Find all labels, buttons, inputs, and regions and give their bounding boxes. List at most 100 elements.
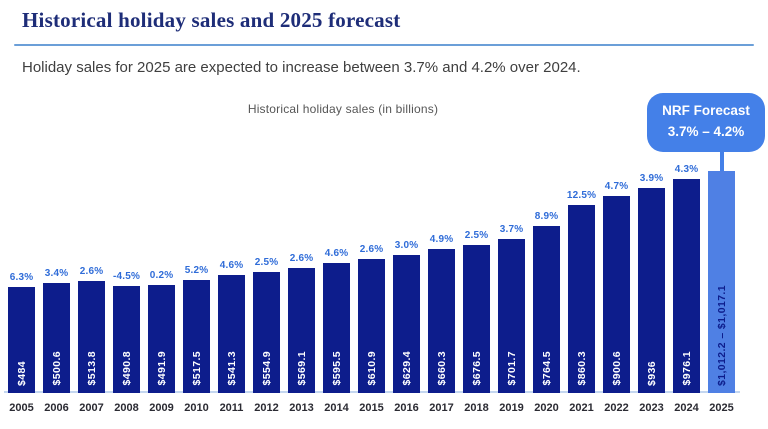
bar-value-label: $500.6: [50, 351, 63, 386]
nrf-forecast-label: NRF Forecast: [662, 103, 750, 118]
bar-year-label: 2014: [324, 402, 349, 414]
title-divider: [14, 44, 754, 46]
bar-column: 4.7% $900.6 2022: [603, 76, 630, 419]
bar-column: 5.2% $517.5 2010: [183, 76, 210, 419]
bar: $860.3: [568, 205, 595, 393]
bar-pct-change-label: 2.5%: [254, 257, 279, 268]
bar-year-label: 2005: [9, 402, 34, 414]
bar-column: 4.9% $660.3 2017: [428, 76, 455, 419]
bar-year-label: 2018: [464, 402, 489, 414]
bar-value-label: $517.5: [190, 351, 203, 386]
bar-value-label: $569.1: [295, 351, 308, 386]
bar: $595.5: [323, 263, 350, 393]
header: Historical holiday sales and 2025 foreca…: [0, 0, 768, 76]
bar-year-label: 2010: [184, 402, 209, 414]
bar-column: 4.3% $976.1 2024: [673, 76, 700, 419]
bars-row: 6.3% $484 2005 3.4% $500.6 2006 2.6% $51…: [8, 76, 735, 419]
callout-stem: [719, 152, 724, 174]
bar-value-label: $484: [15, 361, 28, 386]
bar: $660.3: [428, 249, 455, 393]
bar-value-label: $936: [645, 361, 658, 386]
bar: $491.9: [148, 285, 175, 393]
bar-value-label: $900.6: [610, 351, 623, 386]
bar-column: 2.6% $513.8 2007: [78, 76, 105, 419]
bar-column: 2.5% $554.9 2012: [253, 76, 280, 419]
bar-year-label: 2021: [569, 402, 594, 414]
bar-year-label: 2024: [674, 402, 699, 414]
bar-value-label: $554.9: [260, 351, 273, 386]
bar: $500.6: [43, 283, 70, 393]
bar-year-label: 2009: [149, 402, 174, 414]
bar: $554.9: [253, 272, 280, 393]
bar-pct-change-label: 0.2%: [149, 270, 174, 281]
bar-column: 6.3% $484 2005: [8, 76, 35, 419]
bar-value-label: $490.8: [120, 351, 133, 386]
bar: $629.4: [393, 255, 420, 393]
bar-value-label: $676.5: [470, 351, 483, 386]
bar-year-label: 2023: [639, 402, 664, 414]
bar-value-label: $764.5: [540, 351, 553, 386]
nrf-forecast-callout: NRF Forecast 3.7% – 4.2%: [647, 93, 765, 152]
nrf-forecast-range: 3.7% – 4.2%: [667, 123, 745, 139]
subtitle: Holiday sales for 2025 are expected to i…: [22, 59, 581, 76]
bar-pct-change-label: 3.0%: [394, 240, 419, 251]
bar: $610.9: [358, 259, 385, 393]
bar-column: 2.6% $569.1 2013: [288, 76, 315, 419]
bar-year-label: 2011: [219, 402, 244, 414]
bar-year-label: 2019: [499, 402, 524, 414]
bar-year-label: 2025: [709, 402, 734, 414]
bar-column: 3.0% $629.4 2016: [393, 76, 420, 419]
bar-pct-change-label: 12.5%: [566, 190, 597, 201]
bar-pct-change-label: -4.5%: [112, 271, 141, 282]
bar: $569.1: [288, 268, 315, 393]
bar: $1,012.2 – $1,017.1: [708, 171, 735, 393]
bar-column: 3.9% $936 2023: [638, 76, 665, 419]
bar-pct-change-label: 4.3%: [674, 164, 699, 175]
bar: $676.5: [463, 245, 490, 393]
bar-column: 0.2% $491.9 2009: [148, 76, 175, 419]
bar: $764.5: [533, 226, 560, 393]
bar-pct-change-label: 4.9%: [429, 234, 454, 245]
bar-column: 8.9% $764.5 2020: [533, 76, 560, 419]
bar-year-label: 2022: [604, 402, 629, 414]
bar: $900.6: [603, 196, 630, 393]
bar-pct-change-label: 5.2%: [184, 265, 209, 276]
bar-year-label: 2008: [114, 402, 139, 414]
bar-column: 2.6% $610.9 2015: [358, 76, 385, 419]
bar-value-label: $660.3: [435, 351, 448, 386]
bar-column: $1,012.2 – $1,017.1 2025: [708, 76, 735, 419]
bar-column: 4.6% $595.5 2014: [323, 76, 350, 419]
bar-value-label: $629.4: [400, 351, 413, 386]
bar-value-label: $701.7: [505, 351, 518, 386]
bar-value-label: $976.1: [680, 351, 693, 386]
bar: $936: [638, 188, 665, 393]
bar-year-label: 2012: [254, 402, 279, 414]
bar-pct-change-label: 2.6%: [79, 266, 104, 277]
bar-pct-change-label: 2.6%: [359, 244, 384, 255]
bar-column: 3.7% $701.7 2019: [498, 76, 525, 419]
bar-pct-change-label: 2.5%: [464, 230, 489, 241]
bar: $541.3: [218, 275, 245, 393]
bar-pct-change-label: 3.7%: [499, 224, 524, 235]
bar-column: -4.5% $490.8 2008: [113, 76, 140, 419]
bar-year-label: 2006: [44, 402, 69, 414]
bar-column: 3.4% $500.6 2006: [43, 76, 70, 419]
bar: $490.8: [113, 286, 140, 393]
bar-value-label: $1,012.2 – $1,017.1: [715, 284, 728, 386]
bar-value-label: $491.9: [155, 351, 168, 386]
bar-pct-change-label: 4.7%: [604, 181, 629, 192]
bar-value-label: $541.3: [225, 351, 238, 386]
bar-year-label: 2016: [394, 402, 419, 414]
bar: $484: [8, 287, 35, 393]
bar-pct-change-label: 2.6%: [289, 253, 314, 264]
chart-title: Historical holiday sales (in billions): [247, 102, 439, 116]
holiday-sales-bar-chart: Historical holiday sales (in billions) N…: [0, 76, 768, 419]
bar-pct-change-label: 4.6%: [324, 248, 349, 259]
bar-year-label: 2007: [79, 402, 104, 414]
bar: $976.1: [673, 179, 700, 393]
bar-column: 4.6% $541.3 2011: [218, 76, 245, 419]
bar: $701.7: [498, 239, 525, 393]
bar-year-label: 2013: [289, 402, 314, 414]
bar-value-label: $610.9: [365, 351, 378, 386]
bar-year-label: 2017: [429, 402, 454, 414]
